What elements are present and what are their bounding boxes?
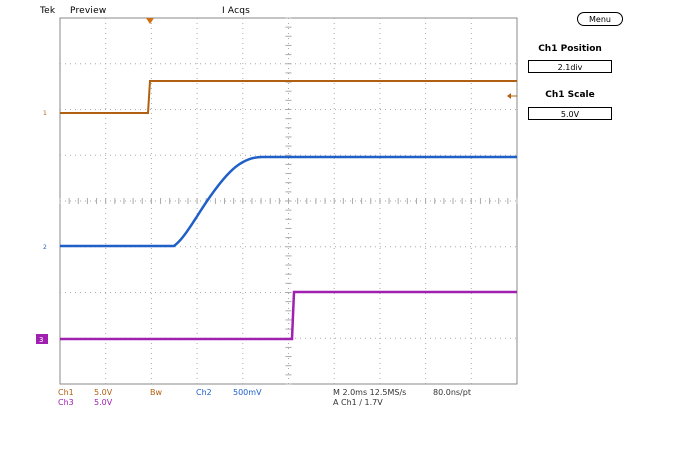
ch1-waveform (60, 80, 517, 114)
acq-status: I Acqs (222, 6, 251, 16)
ch3-ground-marker: 3 (39, 336, 43, 344)
ch2-ground-marker: 2 (43, 244, 47, 251)
timebase-readout: M 2.0ms 12.5MS/s (333, 388, 407, 397)
ch2-scale-readout: 500mV (233, 388, 262, 397)
ch1-position-title: Ch1 Position (538, 44, 602, 54)
brand-label: Tek (40, 6, 56, 16)
ch1-scale-readout: 5.0V (94, 388, 113, 397)
ch1-name: Ch1 (58, 388, 74, 397)
mode-label: Preview (70, 6, 107, 16)
ch1-scale-title: Ch1 Scale (545, 90, 595, 100)
ch3-ground-marker-bg (36, 334, 48, 344)
ch3-name: Ch3 (58, 398, 74, 407)
menu-button[interactable]: Menu (577, 12, 623, 26)
ch1-position-value[interactable]: 2.1div (528, 60, 612, 73)
trigger-position-icon (146, 18, 154, 24)
graticule (59, 17, 518, 385)
ch1-scale-value[interactable]: 5.0V (528, 107, 612, 120)
ch2-waveform (60, 155, 517, 248)
ch1-ground-marker: 1 (43, 110, 47, 117)
ch3-scale-readout: 5.0V (94, 398, 113, 407)
record-rate-readout: 80.0ns/pt (433, 388, 471, 397)
trigger-level-icon (507, 93, 517, 99)
ch2-name: Ch2 (196, 388, 212, 397)
bandwidth-limit-label: Bw (150, 388, 163, 397)
trigger-readout: A Ch1 ∕ 1.7V (333, 398, 383, 407)
ch3-waveform (60, 290, 517, 341)
